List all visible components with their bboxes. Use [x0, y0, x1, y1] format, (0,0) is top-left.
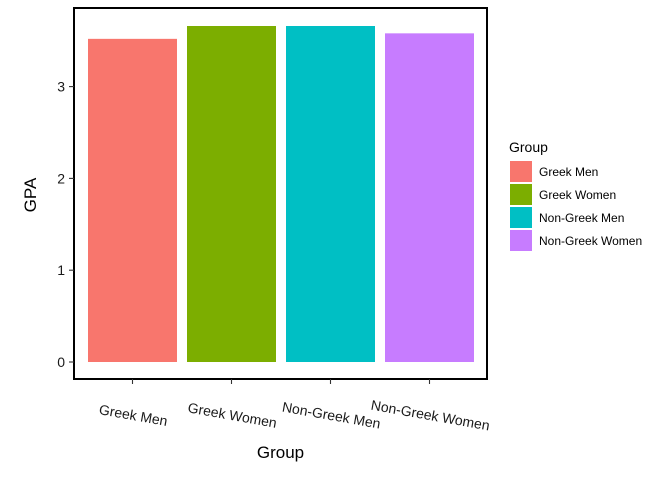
panel-border — [73, 7, 488, 380]
legend-label: Greek Women — [539, 188, 616, 202]
legend-label: Greek Men — [539, 165, 598, 179]
y-tick-label: 1 — [57, 262, 65, 278]
x-tick-label: Non-Greek Women — [370, 397, 491, 434]
bars-group — [88, 26, 474, 363]
x-tick-label: Non-Greek Men — [281, 399, 382, 432]
bar-non-greek-women — [385, 33, 474, 362]
y-tick-label: 3 — [57, 79, 65, 95]
y-axis-title: GPA — [21, 177, 40, 212]
y-tick-label: 0 — [57, 354, 65, 370]
bar-greek-women — [187, 26, 276, 362]
legend-key-non-greek-men — [510, 207, 532, 228]
x-tick-label: Greek Women — [187, 399, 278, 430]
x-tick-label: Greek Men — [98, 401, 169, 429]
y-axis-ticks: 0 1 2 3 — [57, 79, 74, 370]
legend-title: Group — [509, 139, 548, 155]
y-tick-label: 2 — [57, 170, 65, 186]
x-axis-ticks: Greek Men Greek Women Non-Greek MenNon-Gre… — [98, 379, 491, 433]
legend: Group Greek Men Greek Women Non-Greek Men N… — [509, 139, 642, 251]
bar-non-greek-men — [286, 26, 375, 362]
legend-label: Non-Greek Women — [539, 234, 642, 248]
legend-key-greek-men — [510, 161, 532, 182]
x-axis-title: Group — [257, 443, 304, 462]
legend-key-greek-women — [510, 184, 532, 205]
legend-key-non-greek-women — [510, 230, 532, 251]
bar-greek-men — [88, 38, 177, 363]
legend-label: Non-Greek Men — [539, 211, 624, 225]
